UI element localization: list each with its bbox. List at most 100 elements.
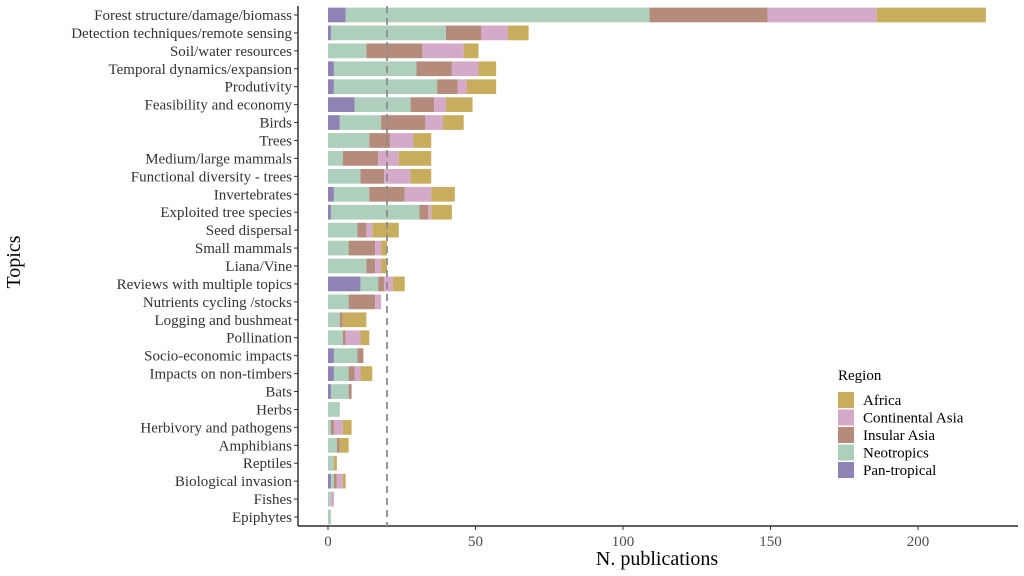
bar-amphibians-insular-asia (336, 437, 340, 453)
bar-liana-vine-continental-asia (375, 258, 382, 274)
bar-biological-invasion-neotropics (330, 473, 334, 489)
bar-fishes-neotropics (328, 491, 331, 507)
y-tick-label: Temporal dynamics/expansion (109, 62, 293, 78)
bar-exploited-tree-species-africa (431, 204, 452, 220)
y-tick-label: Birds (259, 116, 292, 132)
bar-logging-and-bushmeat-africa (342, 312, 367, 328)
bar-reviews-with-multiple-topics-neotropics (360, 276, 379, 292)
bar-reviews-with-multiple-topics-pan-tropical (328, 276, 361, 292)
bar-bats-neotropics (330, 384, 349, 399)
bar-reptiles-africa (333, 455, 337, 471)
bar-detection-techniques-remote-sensing-neotropics (330, 25, 446, 41)
bar-small-mammals-continental-asia (375, 240, 382, 256)
bar-trees-neotropics (328, 133, 370, 148)
y-tick-label: Functional diversity - trees (131, 169, 292, 185)
bar-feasibility-and-economy-africa (446, 97, 473, 112)
bar-biological-invasion-continental-asia (336, 473, 343, 489)
legend-swatch-insular-asia (838, 427, 854, 443)
x-axis-title: N. publications (596, 548, 718, 570)
bar-seed-dispersal-insular-asia (357, 222, 367, 238)
y-tick-label: Exploited tree species (160, 205, 292, 221)
bar-impacts-on-non-timbers-continental-asia (354, 366, 361, 381)
bar-trees-continental-asia (389, 133, 414, 148)
bar-herbivory-and-pathogens-neotropics (328, 420, 331, 435)
bar-invertebrates-pan-tropical (328, 186, 334, 202)
bar-biological-invasion-insular-asia (333, 473, 337, 489)
y-tick-label: Medium/large mammals (145, 151, 292, 167)
y-tick-label: Reptiles (243, 456, 292, 472)
y-tick-label: Trees (259, 133, 292, 149)
y-tick-label: Impacts on non-timbers (150, 367, 293, 383)
bar-seed-dispersal-neotropics (328, 222, 358, 238)
y-tick-label: Reviews with multiple topics (117, 277, 293, 293)
bar-herbivory-and-pathogens-africa (342, 420, 352, 435)
bar-impacts-on-non-timbers-neotropics (333, 366, 349, 381)
y-tick-label: Herbs (256, 402, 292, 418)
y-tick-label: Socio-economic impacts (144, 349, 292, 365)
y-tick-label: Small mammals (195, 241, 292, 257)
y-axis: Forest structure/damage/biomass Detection… (71, 8, 298, 526)
bar-bats-insular-asia (348, 384, 352, 399)
bar-exploited-tree-species-continental-asia (428, 204, 432, 220)
bar-pollination-africa (360, 330, 370, 346)
bar-birds-pan-tropical (328, 115, 340, 130)
x-tick-label: 150 (759, 534, 782, 550)
bar-temporal-dynamics-expansion-neotropics (333, 61, 417, 77)
y-tick-label: Feasibility and economy (145, 98, 293, 114)
bar-detection-techniques-remote-sensing-pan-tropical (328, 25, 331, 41)
legend-swatch-neotropics (838, 444, 854, 461)
bar-reviews-with-multiple-topics-insular-asia (378, 276, 385, 292)
legend-label-africa: Africa (863, 393, 902, 409)
bars (328, 7, 986, 525)
bar-bats-pan-tropical (328, 384, 331, 399)
bar-exploited-tree-species-neotropics (330, 204, 420, 220)
bar-pollination-insular-asia (342, 330, 346, 346)
bar-functional-diversity-trees-continental-asia (384, 168, 411, 184)
bar-temporal-dynamics-expansion-continental-asia (451, 61, 479, 77)
bar-amphibians-africa (339, 437, 349, 453)
y-tick-label: Amphibians (219, 438, 292, 454)
bar-trees-africa (413, 133, 432, 148)
bar-impacts-on-non-timbers-africa (360, 366, 373, 381)
bar-produtivity-continental-asia (457, 79, 467, 95)
bar-logging-and-bushmeat-insular-asia (339, 312, 343, 328)
bar-medium-large-mammals-neotropics (328, 151, 343, 166)
bar-detection-techniques-remote-sensing-insular-asia (446, 25, 482, 41)
y-tick-label: Seed dispersal (206, 223, 292, 239)
bar-feasibility-and-economy-insular-asia (410, 97, 435, 112)
bar-soil-water-resources-africa (463, 43, 479, 59)
y-tick-label: Nutrients cycling /stocks (143, 295, 292, 311)
legend-swatch-pan-tropical (838, 462, 854, 478)
bar-impacts-on-non-timbers-insular-asia (348, 366, 355, 381)
bar-invertebrates-africa (431, 186, 455, 202)
legend-label-insular-asia: Insular Asia (863, 428, 935, 444)
bar-functional-diversity-trees-insular-asia (360, 168, 385, 184)
x-axis: 0 50 100 150 200 (324, 526, 929, 550)
legend-swatch-africa (838, 392, 854, 408)
bar-produtivity-africa (466, 79, 497, 95)
bar-impacts-on-non-timbers-pan-tropical (328, 366, 334, 381)
y-tick-label: Liana/Vine (225, 259, 292, 275)
bar-functional-diversity-trees-neotropics (328, 168, 361, 184)
legend-label-pan-tropical: Pan-tropical (863, 463, 936, 479)
bar-exploited-tree-species-insular-asia (419, 204, 429, 220)
x-tick-label: 0 (324, 534, 332, 550)
bar-functional-diversity-trees-africa (410, 168, 432, 184)
bar-birds-africa (443, 115, 464, 130)
x-tick-label: 200 (907, 534, 930, 550)
y-axis-title: Topics (3, 235, 25, 288)
bar-biological-invasion-africa (342, 473, 346, 489)
bar-forest-structure-damage-biomass-pan-tropical (328, 7, 346, 23)
bar-forest-structure-damage-biomass-continental-asia (767, 7, 877, 23)
bar-forest-structure-damage-biomass-africa (876, 7, 986, 23)
bar-socio-economic-impacts-neotropics (333, 348, 358, 364)
bar-nutrients-cycling-stocks-neotropics (328, 294, 349, 310)
bar-medium-large-mammals-continental-asia (378, 151, 399, 166)
bar-temporal-dynamics-expansion-insular-asia (416, 61, 452, 77)
bar-small-mammals-neotropics (328, 240, 349, 256)
y-tick-label: Invertebrates (214, 187, 292, 203)
bar-reviews-with-multiple-topics-continental-asia (384, 276, 393, 292)
bar-pollination-continental-asia (345, 330, 361, 346)
bar-trees-insular-asia (369, 133, 390, 148)
